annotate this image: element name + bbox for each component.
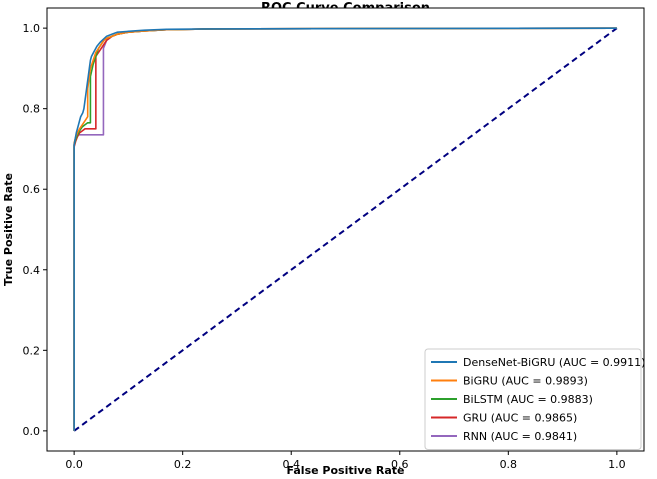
legend-entry-label: DenseNet-BiGRU (AUC = 0.9911) — [463, 356, 645, 369]
series-line-1 — [73, 27, 617, 431]
x-axis-label: False Positive Rate — [287, 464, 405, 477]
reference-diagonal-line — [73, 27, 618, 432]
y-tick-label: 1.0 — [23, 22, 41, 35]
legend-entry-label: GRU (AUC = 0.9865) — [463, 412, 577, 425]
legend: DenseNet-BiGRU (AUC = 0.9911) BiGRU (AUC … — [424, 348, 645, 450]
y-axis-ticks: 0.0 0.2 0.4 0.6 0.8 1.0 — [23, 22, 47, 438]
x-tick-label: 0.8 — [500, 458, 518, 471]
x-tick-label: 0.6 — [391, 458, 409, 471]
y-tick-label: 0.6 — [23, 183, 41, 196]
x-tick-label: 0.2 — [174, 458, 192, 471]
legend-entry-label: BiLSTM (AUC = 0.9883) — [463, 393, 593, 406]
y-tick-label: 0.4 — [23, 264, 41, 277]
x-tick-label: 0.4 — [282, 458, 300, 471]
y-axis-label: True Positive Rate — [2, 173, 15, 286]
legend-entry-label: RNN (AUC = 0.9841) — [463, 430, 577, 443]
series-layer — [73, 27, 617, 431]
x-tick-label: 1.0 — [608, 458, 626, 471]
y-tick-label: 0.2 — [23, 344, 41, 357]
y-tick-label: 0.8 — [23, 103, 41, 116]
series-line-0 — [73, 27, 617, 431]
reference-diagonal-layer — [73, 27, 618, 432]
y-tick-label: 0.0 — [23, 425, 41, 438]
x-axis-ticks: 0.0 0.2 0.4 0.6 0.8 1.0 — [65, 451, 626, 471]
legend-box — [424, 348, 642, 450]
x-tick-label: 0.0 — [65, 458, 83, 471]
legend-entry-label: BiGRU (AUC = 0.9893) — [463, 375, 588, 388]
